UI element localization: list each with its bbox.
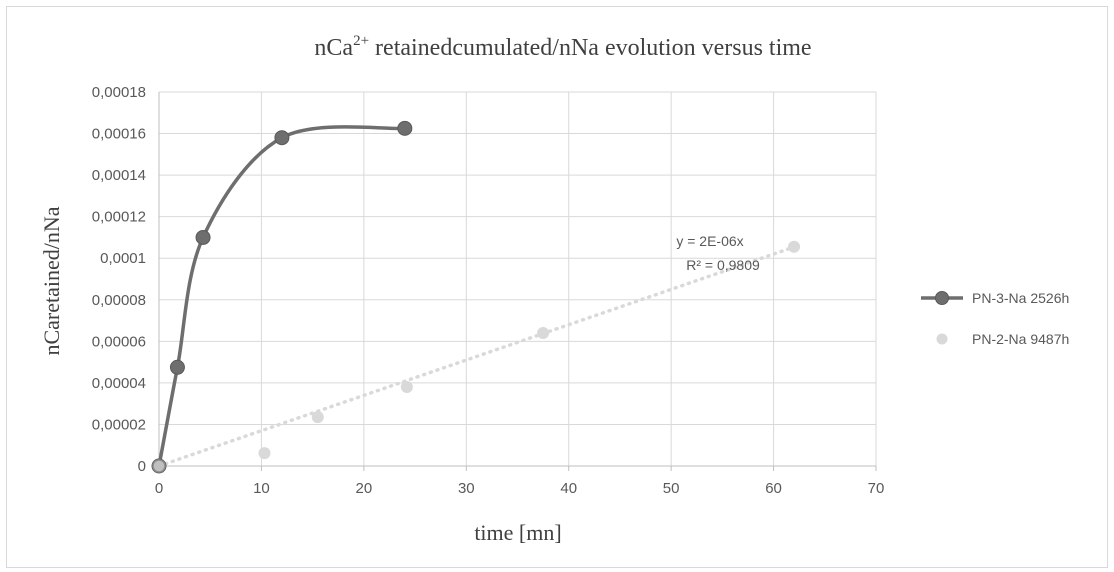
y-tick-label: 0,00014	[92, 167, 146, 184]
chart-title: nCa2+ retainedcumulated/nNa evolution ve…	[314, 33, 811, 61]
y-tick-label: 0,00018	[92, 84, 146, 101]
pn3-point	[195, 229, 211, 245]
y-tick-label: 0,00008	[92, 292, 146, 309]
y-tick-label: 0,00004	[92, 375, 146, 392]
y-tick-label: 0,00012	[92, 209, 146, 226]
chart-frame	[6, 6, 1108, 568]
x-tick-label: 70	[868, 480, 885, 497]
x-tick-label: 40	[560, 480, 577, 497]
y-tick-label: 0,00002	[92, 416, 146, 433]
x-tick-labels: 0 10 20 30 40 50 60 70	[155, 480, 885, 497]
pn2-point	[788, 240, 801, 253]
series-layer	[151, 120, 801, 474]
x-tick-label: 0	[155, 480, 163, 497]
legend-marker-pn2	[936, 333, 948, 345]
trendline-layer	[157, 245, 796, 468]
y-tick-label: 0,00016	[92, 126, 146, 143]
grid	[159, 91, 877, 466]
legend-label-pn3: PN-3-Na 2526h	[972, 290, 1069, 306]
pn2-point	[311, 411, 324, 424]
pn3-point	[169, 359, 185, 375]
pn3-point	[397, 120, 413, 136]
axes	[158, 92, 877, 471]
y-axis-label: nCaretained/nNa	[39, 206, 64, 355]
legend: PN-3-Na 2526h PN-2-Na 9487h	[921, 290, 1069, 347]
pn2-point	[258, 447, 271, 460]
y-tick-labels: 0 0,00002 0,00004 0,00006 0,00008 0,0001 0,000…	[92, 84, 146, 475]
pn2-point	[537, 327, 550, 340]
trendline	[157, 245, 796, 468]
pn3-point	[274, 130, 290, 146]
y-tick-label: 0,00006	[92, 333, 146, 350]
x-tick-label: 10	[253, 480, 270, 497]
y-tick-label: 0,0001	[100, 250, 146, 267]
x-tick-label: 60	[765, 480, 782, 497]
pn2-point	[400, 381, 413, 394]
x-tick-label: 50	[663, 480, 680, 497]
trendline-r-squared: R² = 0,9809	[686, 257, 760, 273]
x-tick-label: 20	[356, 480, 373, 497]
legend-marker-pn3	[935, 291, 949, 305]
y-tick-label: 0	[138, 458, 146, 475]
x-tick-label: 30	[458, 480, 475, 497]
legend-label-pn2: PN-2-Na 9487h	[972, 331, 1069, 347]
trendline-equation: y = 2E-06x	[676, 233, 743, 249]
pn2-point	[152, 459, 166, 473]
x-axis-label: time [mn]	[474, 520, 561, 545]
